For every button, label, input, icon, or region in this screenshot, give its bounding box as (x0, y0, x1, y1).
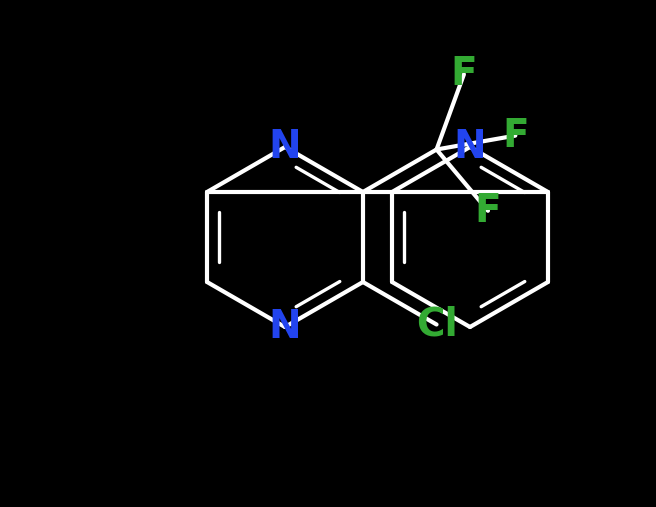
Text: N: N (269, 308, 301, 346)
Text: F: F (475, 192, 501, 230)
Text: F: F (451, 55, 477, 93)
Text: N: N (269, 128, 301, 166)
Text: N: N (454, 128, 486, 166)
Text: Cl: Cl (416, 306, 457, 344)
Text: F: F (502, 117, 529, 155)
